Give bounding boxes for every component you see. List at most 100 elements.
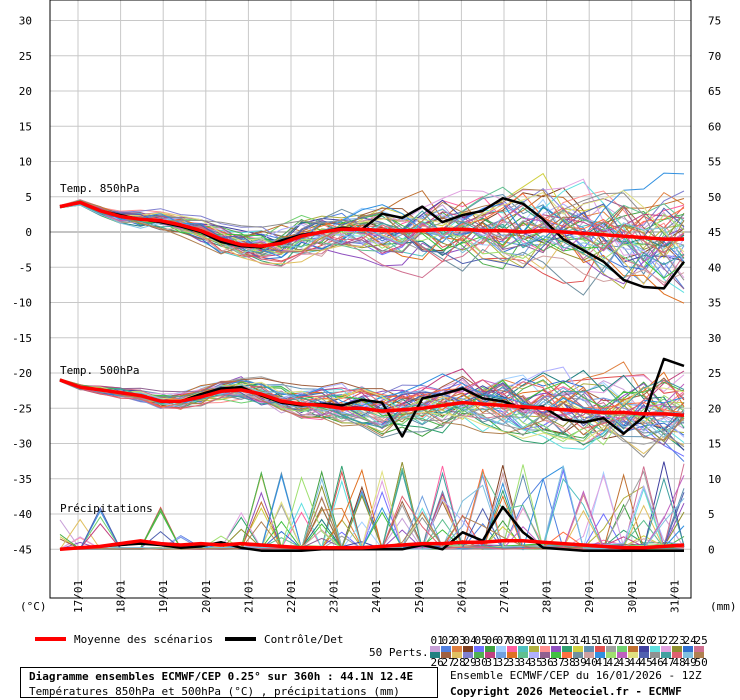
legend-swatch [672,646,682,652]
legend-swatch [551,652,561,658]
legend-swatch [452,646,462,652]
legend-swatch [562,646,572,652]
legend-swatch [441,652,451,658]
legend-num: 04 [464,634,478,647]
x-tick-label: 18/01 [115,580,128,613]
legend-swatch [672,652,682,658]
legend-swatch [507,646,517,652]
left-tick-label: -35 [12,473,32,486]
x-tick-label: 26/01 [455,580,468,613]
legend-num: 26 [431,656,444,669]
x-tick-label: 23/01 [328,580,341,613]
right-tick-label: 30 [708,332,721,345]
left-tick-label: 15 [19,120,32,133]
legend-num: 27 [442,656,455,669]
legend-swatch [452,652,462,658]
legend-num: 47 [662,656,675,669]
legend-num: 29 [464,656,477,669]
legend-num: 01 [431,634,444,647]
legend-num: 23 [673,634,686,647]
legend-swatch [628,652,638,658]
member-line-t500 [59,379,685,429]
left-tick-label: 25 [19,50,32,63]
legend-swatch [694,646,704,652]
legend-num: 15 [585,634,598,647]
legend-swatch [518,652,528,658]
legend-swatch [694,652,704,658]
precip-mean-line [59,539,685,552]
left-tick-label: -30 [12,438,32,451]
right-unit: (mm) [710,600,737,613]
legend-swatch [463,646,473,652]
legend-num: 16 [596,634,609,647]
plot-background [50,0,691,598]
panel-labels: Temp. 850hPa Temp. 500hPa Précipitations [60,182,153,515]
x-tick-label: 30/01 [626,580,639,613]
legend-num: 30 [475,656,488,669]
chart-subtitle: Températures 850hPa et 500hPa (°C) , pré… [29,685,400,698]
left-tick-label: -5 [19,261,32,274]
legend-num: 06 [486,634,499,647]
x-tick-label: 27/01 [498,580,511,613]
right-tick-label: 60 [708,120,721,133]
legend-num: 17 [607,634,620,647]
x-tick-label: 20/01 [200,580,213,613]
legend-num: 20 [640,634,653,647]
legend-num: 09 [519,634,532,647]
legend-swatch [529,646,539,652]
right-tick-label: 55 [708,156,721,169]
legend-swatch [639,646,649,652]
legend-swatch [474,646,484,652]
legend-num: 19 [629,634,642,647]
legend-num: 38 [563,656,576,669]
legend-num: 14 [574,634,588,647]
legend-num: 07 [497,634,510,647]
legend-num: 31 [486,656,499,669]
legend-swatch [595,646,605,652]
x-tick-label: 22/01 [285,580,298,613]
legend-num: 12 [552,634,565,647]
legend-swatch [562,652,572,658]
legend-num: 05 [475,634,488,647]
member-line-t500 [59,379,685,436]
legend-swatch [606,646,616,652]
legend-swatch [518,646,528,652]
left-tick-label: -45 [12,543,32,556]
legend-num: 13 [563,634,576,647]
left-tick-label: -10 [12,297,32,310]
member-line-t500 [59,380,685,439]
right-tick-label: 40 [708,261,721,274]
legend-swatch [485,646,495,652]
x-tick-label: 17/01 [72,580,85,613]
right-tick-label: 25 [708,367,721,380]
left-tick-label: -40 [12,508,32,521]
legend-swatch [573,652,583,658]
legend-num: 41 [596,656,609,669]
legend-swatch [617,652,627,658]
x-tick-label: 19/01 [157,580,170,613]
main-series [59,196,686,552]
legend-swatch [573,646,583,652]
member-line-t850 [59,203,685,296]
legend-swatch [683,646,693,652]
legend-swatch [430,646,440,652]
legend-num: 10 [530,634,543,647]
left-tick-label: -25 [12,402,32,415]
x-tick-label: 21/01 [242,580,255,613]
left-tick-label: 30 [19,15,32,28]
left-tick-label: -15 [12,332,32,345]
left-tick-label: 0 [25,226,32,239]
legend-swatch [617,646,627,652]
legend-num: 36 [541,656,554,669]
left-tick-label: -20 [12,367,32,380]
legend-num: 08 [508,634,521,647]
run-info: Ensemble ECMWF/CEP du 16/01/2026 - 12Z [450,669,702,682]
legend-num: 21 [651,634,664,647]
plot-frame [49,0,692,599]
legend-swatch [496,646,506,652]
legend-swatch [606,652,616,658]
legend-swatch [584,652,594,658]
legend-swatch [584,646,594,652]
legend-mean-label: Moyenne des scénarios [74,633,213,646]
left-tick-label: 20 [19,85,32,98]
